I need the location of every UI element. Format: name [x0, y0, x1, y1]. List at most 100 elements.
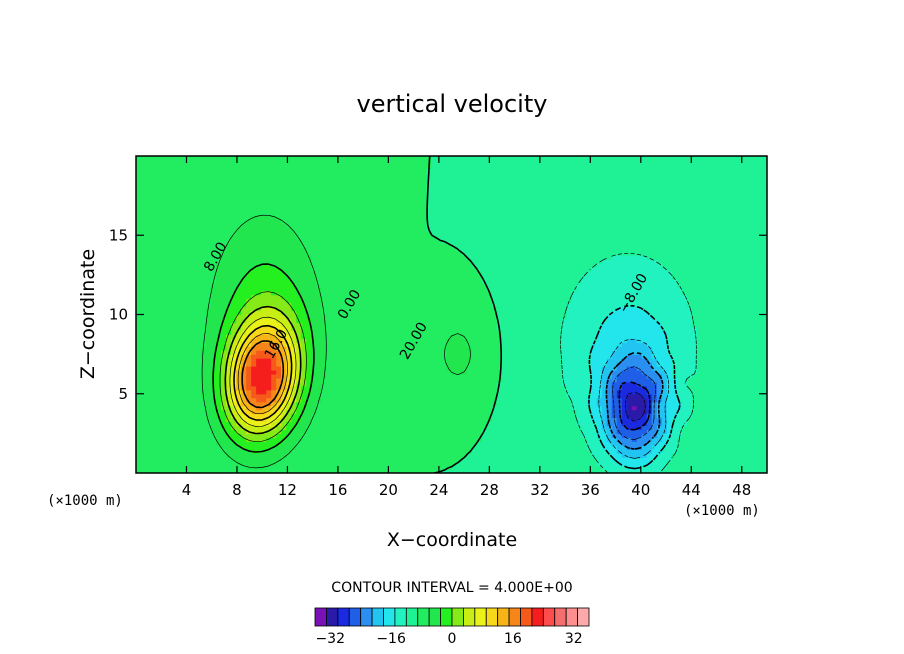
field-cell — [331, 223, 337, 228]
field-cell — [281, 282, 287, 288]
field-cell — [206, 445, 212, 450]
field-cell — [361, 294, 367, 300]
field-cell — [346, 385, 352, 391]
field-cell — [441, 405, 448, 411]
field-cell — [156, 421, 162, 427]
field-cell — [316, 366, 322, 371]
field-cell — [406, 389, 413, 395]
field-cell — [441, 282, 448, 288]
field-cell — [401, 199, 408, 205]
field-cell — [371, 449, 377, 454]
field-cell — [376, 310, 382, 316]
field-cell — [136, 409, 142, 415]
field-cell — [161, 219, 167, 224]
field-cell — [376, 215, 382, 220]
field-cell — [281, 211, 287, 217]
field-cell — [346, 175, 352, 181]
field-cell — [241, 354, 247, 359]
field-cell — [201, 461, 207, 466]
field-cell — [196, 191, 202, 197]
field-cell — [401, 405, 408, 411]
field-cell — [196, 163, 202, 169]
field-cell — [386, 167, 393, 173]
field-cell — [441, 191, 448, 197]
field-cell — [231, 358, 237, 363]
field-cell — [161, 167, 167, 173]
field-cell — [351, 167, 357, 173]
field-cell — [326, 362, 332, 367]
field-cell — [256, 270, 262, 276]
field-cell — [231, 425, 237, 431]
field-cell — [201, 425, 207, 431]
field-cell — [286, 401, 292, 407]
field-cell — [251, 457, 257, 462]
field-cell — [311, 330, 317, 335]
field-cell — [216, 437, 222, 442]
field-cell — [441, 334, 448, 339]
field-cell — [301, 247, 307, 252]
field-cell — [426, 235, 433, 240]
field-cell — [411, 413, 418, 419]
field-cell — [226, 270, 232, 276]
field-cell — [371, 251, 377, 256]
field-cell — [276, 191, 282, 197]
field-cell — [406, 441, 413, 446]
field-cell — [161, 302, 167, 308]
field-cell — [231, 274, 237, 280]
field-cell — [341, 326, 347, 331]
field-cell — [241, 203, 247, 209]
field-cell — [256, 441, 262, 446]
field-cell — [151, 191, 157, 197]
field-cell — [156, 227, 162, 232]
field-cell — [171, 449, 177, 454]
field-cell — [296, 239, 302, 244]
field-cell — [181, 465, 187, 470]
field-cell — [396, 465, 403, 470]
field-cell — [246, 215, 252, 220]
field-cell — [301, 290, 307, 296]
field-cell — [391, 326, 398, 331]
field-cell — [386, 453, 393, 458]
field-cell — [141, 469, 147, 473]
field-cell — [306, 322, 312, 327]
field-cell — [391, 350, 398, 355]
field-cell — [366, 385, 372, 391]
field-cell — [281, 290, 287, 296]
field-cell — [321, 433, 327, 438]
field-cell — [281, 469, 287, 473]
field-cell — [146, 259, 152, 264]
field-cell — [281, 433, 287, 438]
field-cell — [386, 373, 393, 379]
field-cell — [291, 366, 297, 371]
field-cell — [141, 175, 147, 181]
field-cell — [321, 199, 327, 205]
field-cell — [221, 302, 227, 308]
field-cell — [311, 156, 317, 161]
field-cell — [396, 441, 403, 446]
field-cell — [281, 326, 287, 331]
field-cell — [436, 342, 443, 347]
field-cell — [216, 290, 222, 296]
field-cell — [371, 298, 377, 304]
field-cell — [381, 417, 387, 423]
field-cell — [161, 366, 167, 371]
field-cell — [436, 195, 443, 201]
field-cell — [386, 203, 393, 209]
field-cell — [416, 191, 423, 197]
field-cell — [356, 251, 362, 256]
field-cell — [446, 461, 453, 466]
field-cell — [196, 227, 202, 232]
field-cell — [271, 330, 277, 335]
field-cell — [181, 373, 187, 379]
field-cell — [426, 338, 433, 343]
field-cell — [416, 274, 423, 280]
field-cell — [166, 159, 172, 165]
field-cell — [326, 389, 332, 395]
field-cell — [391, 413, 398, 419]
field-cell — [326, 334, 332, 339]
field-cell — [346, 417, 352, 423]
field-cell — [301, 294, 307, 300]
field-cell — [246, 425, 252, 431]
field-cell — [411, 219, 418, 224]
field-cell — [246, 318, 252, 324]
